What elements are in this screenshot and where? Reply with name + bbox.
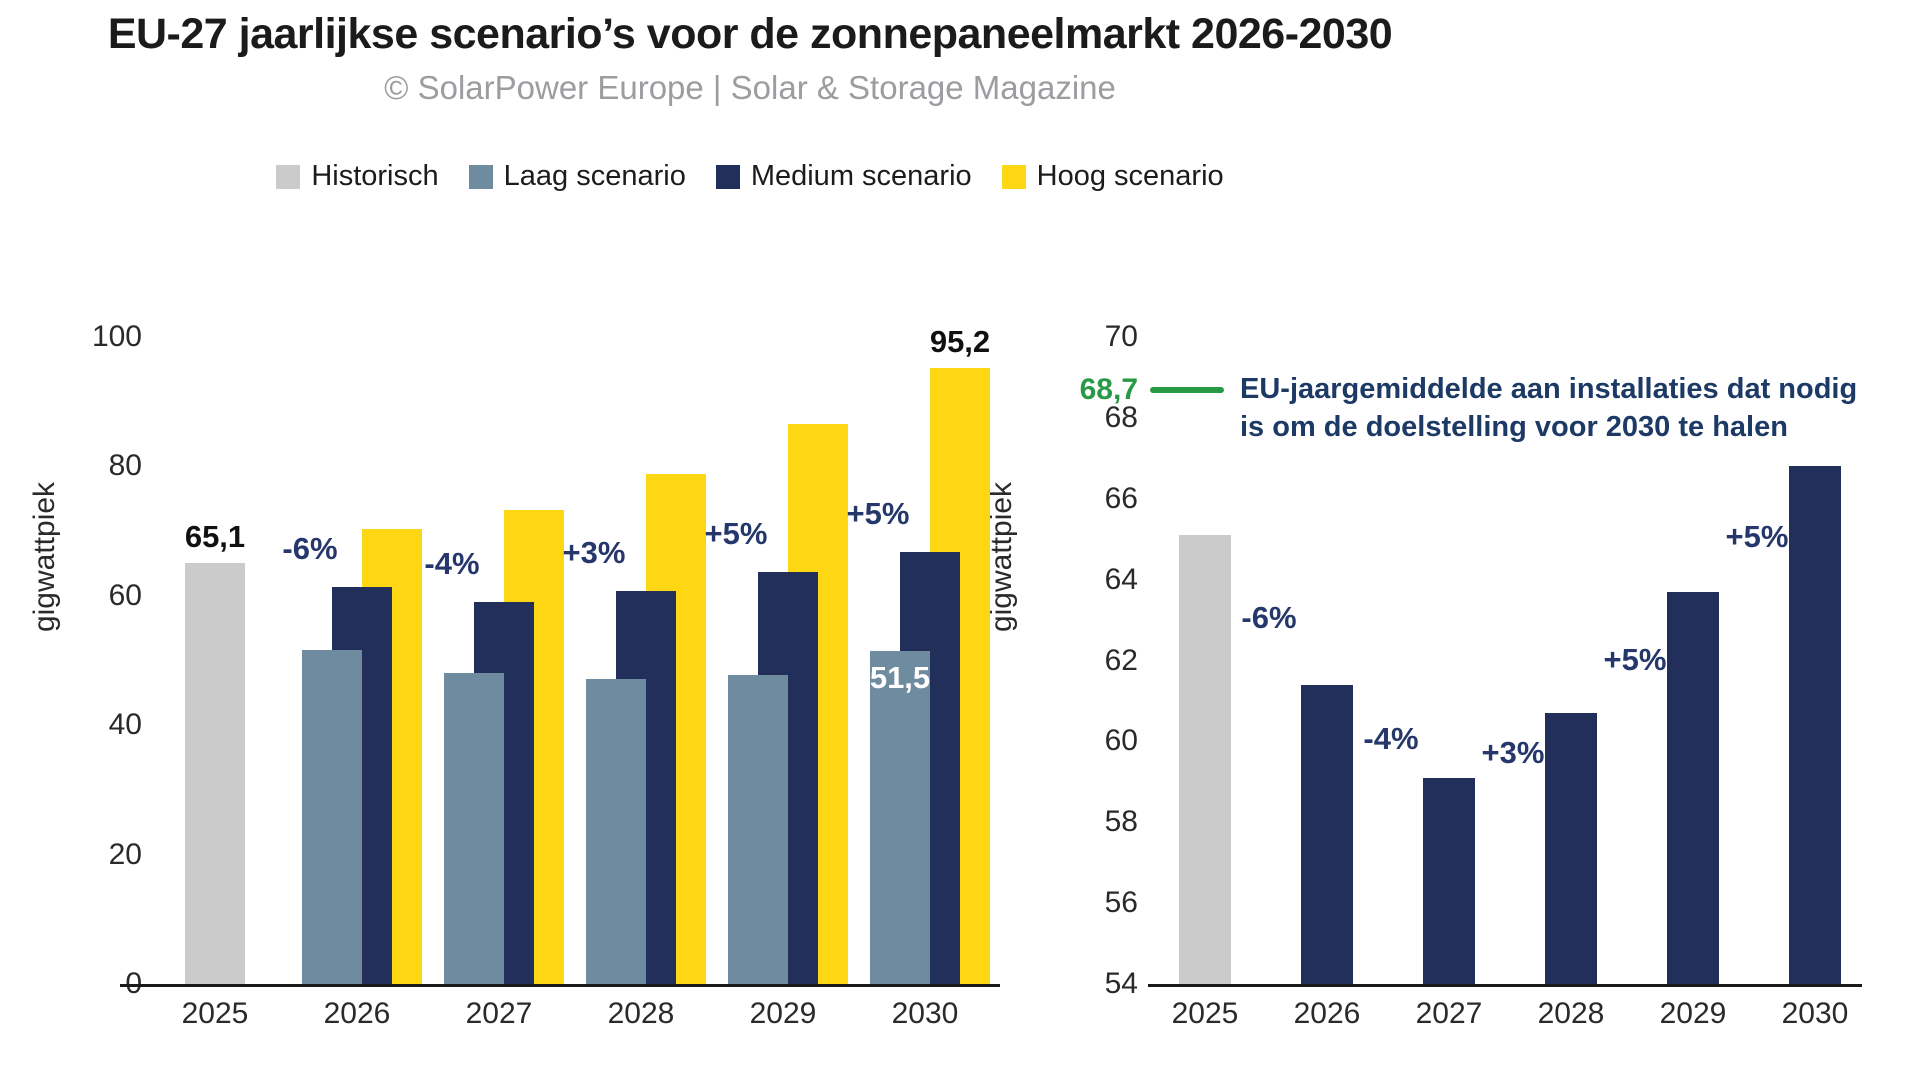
bar-medium-2027 <box>1423 777 1475 984</box>
legend-item-hoog: Hoog scenario <box>1001 160 1224 193</box>
legend-label: Medium scenario <box>750 160 972 192</box>
annotation-medium-2030: +5% <box>1725 519 1789 555</box>
bar-laag-2029 <box>728 674 788 984</box>
header: EU-27 jaarlijkse scenario’s voor de zonn… <box>0 10 1500 107</box>
left-x-tick-label-2026: 2026 <box>323 997 391 1030</box>
legend-swatch-hoog <box>1001 164 1026 189</box>
left-x-tick-label-2025: 2025 <box>181 997 249 1030</box>
reference-text: EU-jaargemiddelde aan installaties dat n… <box>1240 370 1857 446</box>
right-y-tick-label: 58 <box>1104 805 1138 839</box>
left-x-tick-label-2030: 2030 <box>891 997 959 1030</box>
bar-historisch-2025 <box>1179 535 1231 984</box>
right-y-tick-label: 64 <box>1104 562 1138 596</box>
legend-label: Historisch <box>311 160 439 192</box>
left-x-axis-line <box>120 984 1000 987</box>
legend-swatch-medium <box>715 164 740 189</box>
right-y-tick-label: 62 <box>1104 643 1138 677</box>
right-x-tick-label-2026: 2026 <box>1293 997 1361 1030</box>
annotation-medium-2030: +5% <box>846 495 910 531</box>
left-y-tick-label: 40 <box>108 708 142 742</box>
bar-medium-2026 <box>1301 684 1353 984</box>
left-y-tick-label: 80 <box>108 449 142 483</box>
annotation-medium-2028: +3% <box>562 535 626 571</box>
annotation-medium-2026: -6% <box>282 530 338 566</box>
annotation-laag-2030: 51,5 <box>869 659 931 695</box>
left-x-tick-label-2028: 2028 <box>607 997 675 1030</box>
annotation-medium-2028: +3% <box>1481 735 1545 771</box>
reference-text-line: EU-jaargemiddelde aan installaties dat n… <box>1240 372 1858 405</box>
legend-item-medium: Medium scenario <box>715 160 972 193</box>
right-y-tick-label: 60 <box>1104 724 1138 758</box>
right-y-tick-label: 56 <box>1104 886 1138 920</box>
bar-medium-2028 <box>1545 713 1597 984</box>
right-y-tick-label: 68 <box>1104 400 1138 434</box>
right-x-tick-label-2030: 2030 <box>1781 997 1849 1030</box>
annotation-medium-2029: +5% <box>704 515 768 551</box>
bar-laag-2028 <box>586 679 646 984</box>
left-x-tick-label-2027: 2027 <box>465 997 533 1030</box>
bar-medium-2029 <box>1667 591 1719 984</box>
right-x-tick-label-2027: 2027 <box>1415 997 1483 1030</box>
legend-label: Hoog scenario <box>1036 160 1224 192</box>
right-x-axis-line <box>1148 984 1862 987</box>
right-y-axis-label: gigwattpiek <box>985 481 1018 633</box>
bar-laag-2026 <box>302 650 362 984</box>
annotation-medium-2027: -4% <box>424 545 480 581</box>
left-y-tick-label: 100 <box>91 320 142 353</box>
legend: Historisch Laag scenario Medium scenario Ho… <box>0 160 1500 193</box>
left-y-tick-label: 20 <box>108 837 142 871</box>
annotation-medium-2026: -6% <box>1241 599 1297 635</box>
right-y-tick-label: 66 <box>1104 481 1138 515</box>
legend-label: Laag scenario <box>503 160 686 192</box>
annotation-medium-2029: +5% <box>1603 642 1667 678</box>
left-y-tick-label: 60 <box>108 578 142 612</box>
right-y-tick-label: 70 <box>1104 320 1138 353</box>
legend-item-laag: Laag scenario <box>468 160 686 193</box>
reference-text-line: is om de doelstelling voor 2030 te halen <box>1240 410 1788 443</box>
right-x-tick-label-2029: 2029 <box>1659 997 1727 1030</box>
page-subtitle: © SolarPower Europe | Solar & Storage Ma… <box>384 69 1116 106</box>
right-x-tick-label-2028: 2028 <box>1537 997 1605 1030</box>
reference-value-label: 68,7 <box>1079 372 1138 406</box>
bar-historisch-2025 <box>185 562 245 984</box>
legend-swatch-laag <box>468 164 493 189</box>
left-y-axis-label: gigwattpiek <box>28 481 61 633</box>
reference-line <box>1150 386 1224 393</box>
bar-laag-2027 <box>444 672 504 984</box>
bar-medium-2030 <box>1789 466 1841 984</box>
left-x-tick-label-2029: 2029 <box>749 997 817 1030</box>
annotation-historisch-2025: 65,1 <box>184 518 246 554</box>
right-x-tick-label-2025: 2025 <box>1171 997 1239 1030</box>
legend-swatch-historisch <box>276 164 301 189</box>
legend-item-historisch: Historisch <box>276 160 439 193</box>
left-y-tick-label: 0 <box>52 966 142 1002</box>
page-title: EU-27 jaarlijkse scenario’s voor de zonn… <box>107 10 1393 58</box>
right-y-tick-label: 54 <box>1104 967 1138 1000</box>
bar-laag-2030 <box>870 650 930 984</box>
annotation-medium-2027: -4% <box>1363 721 1419 757</box>
annotation-hoog-2030: 95,2 <box>929 324 991 360</box>
